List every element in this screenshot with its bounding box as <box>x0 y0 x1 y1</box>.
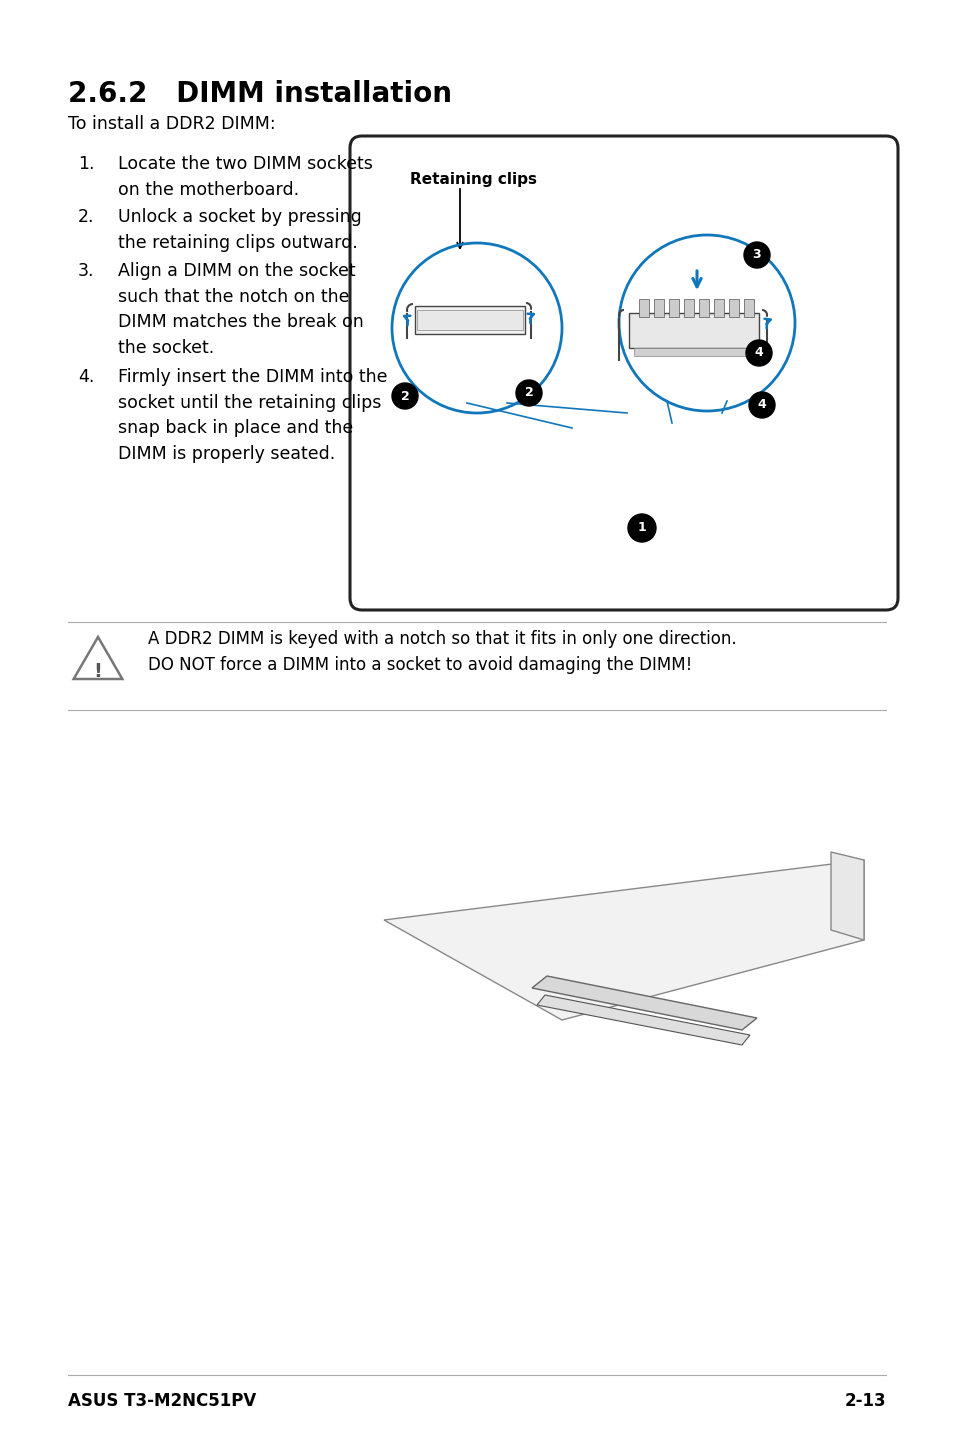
Polygon shape <box>830 851 863 940</box>
Bar <box>415 306 524 334</box>
Text: Unlock a socket by pressing
the retaining clips outward.: Unlock a socket by pressing the retainin… <box>118 209 361 252</box>
Circle shape <box>745 339 771 367</box>
Text: 1.: 1. <box>78 155 94 173</box>
Bar <box>628 313 759 348</box>
Text: A DDR2 DIMM is keyed with a notch so that it fits in only one direction.
DO NOT : A DDR2 DIMM is keyed with a notch so tha… <box>148 630 736 673</box>
Bar <box>728 299 739 316</box>
Bar <box>699 299 708 316</box>
Text: ASUS T3-M2NC51PV: ASUS T3-M2NC51PV <box>68 1392 256 1411</box>
Bar <box>654 299 663 316</box>
Polygon shape <box>384 860 863 1020</box>
Bar <box>416 311 522 329</box>
Text: Firmly insert the DIMM into the
socket until the retaining clips
snap back in pl: Firmly insert the DIMM into the socket u… <box>118 368 387 463</box>
Circle shape <box>392 383 417 408</box>
Circle shape <box>516 380 541 406</box>
Bar <box>639 299 648 316</box>
Circle shape <box>743 242 769 267</box>
Text: 3.: 3. <box>78 262 94 280</box>
Text: Locate the two DIMM sockets
on the motherboard.: Locate the two DIMM sockets on the mothe… <box>118 155 373 198</box>
Text: 3: 3 <box>752 249 760 262</box>
Text: !: ! <box>93 663 102 682</box>
Bar <box>713 299 723 316</box>
Text: Align a DIMM on the socket
such that the notch on the
DIMM matches the break on
: Align a DIMM on the socket such that the… <box>118 262 363 357</box>
Bar <box>668 299 679 316</box>
Bar <box>683 299 693 316</box>
Circle shape <box>627 513 656 542</box>
Text: 2: 2 <box>400 390 409 403</box>
Text: Retaining clips: Retaining clips <box>410 173 537 187</box>
FancyBboxPatch shape <box>350 137 897 610</box>
Circle shape <box>748 393 774 418</box>
Text: 2: 2 <box>524 387 533 400</box>
Text: To install a DDR2 DIMM:: To install a DDR2 DIMM: <box>68 115 275 132</box>
Text: 1: 1 <box>637 522 646 535</box>
Text: 2.6.2   DIMM installation: 2.6.2 DIMM installation <box>68 81 452 108</box>
Bar <box>743 299 753 316</box>
Text: 4: 4 <box>754 347 762 360</box>
Text: 4.: 4. <box>78 368 94 385</box>
Polygon shape <box>537 995 749 1045</box>
Bar <box>634 348 753 357</box>
Polygon shape <box>532 976 757 1030</box>
Text: 2-13: 2-13 <box>843 1392 885 1411</box>
Text: 4: 4 <box>757 398 765 411</box>
Text: 2.: 2. <box>78 209 94 226</box>
